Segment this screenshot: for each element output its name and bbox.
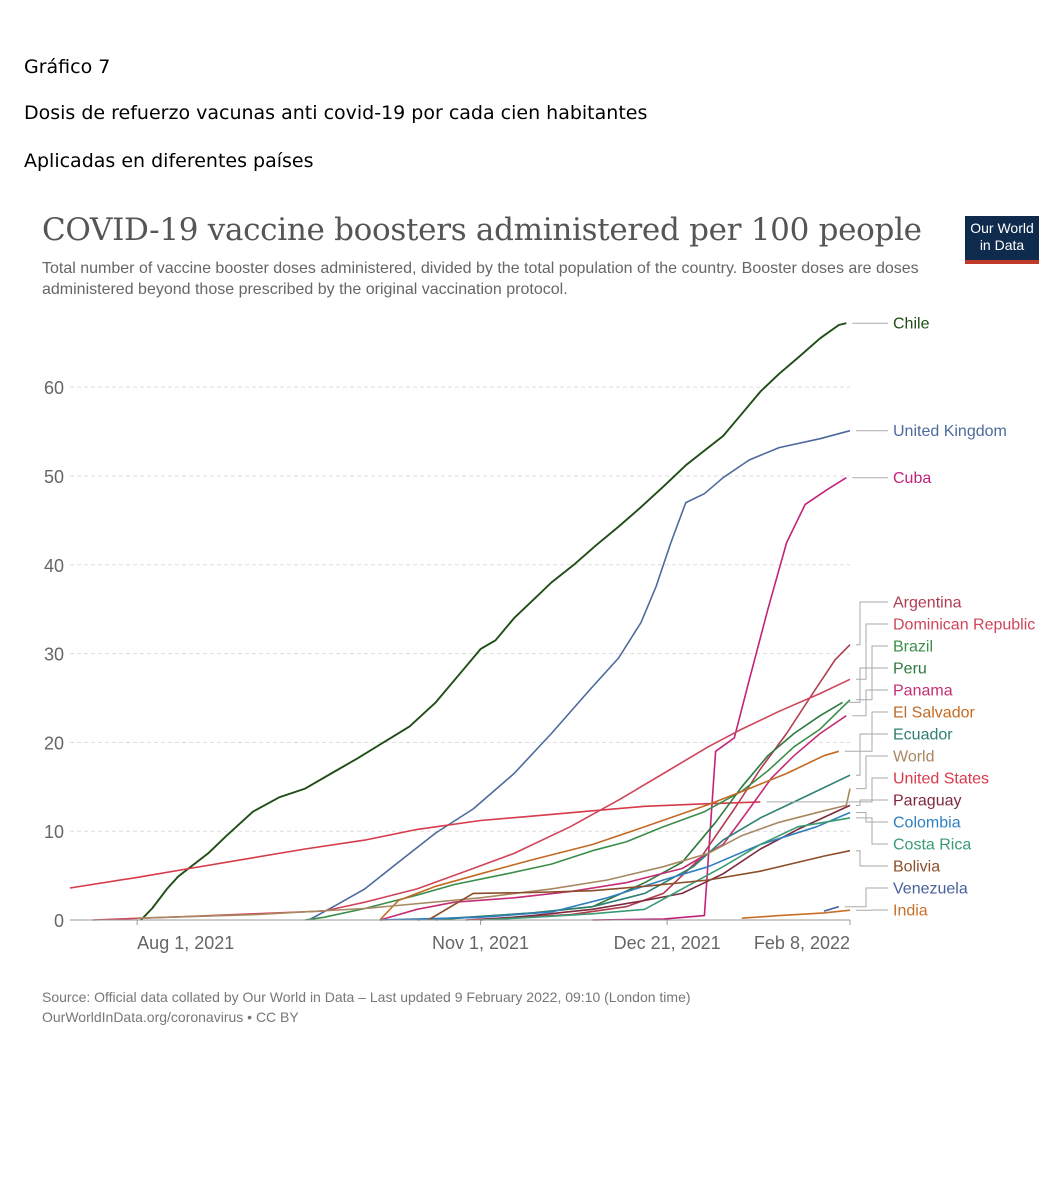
series-line-world[interactable] (137, 788, 851, 919)
series-line-cuba[interactable] (592, 477, 847, 921)
document-heading: Gráfico 7 (24, 56, 111, 78)
owid-logo[interactable]: Our World in Data (965, 216, 1039, 264)
legend-label-united-kingdom[interactable]: United Kingdom (893, 423, 1007, 440)
legend-leader-line (856, 755, 888, 790)
series-line-india[interactable] (741, 909, 851, 919)
y-tick-label: 40 (44, 556, 64, 576)
legend-leader-line (856, 733, 888, 776)
legend-label-cuba[interactable]: Cuba (893, 470, 931, 487)
series-line-brazil[interactable] (304, 699, 851, 921)
document-subtitle-secondary: Aplicadas en diferentes países (24, 150, 314, 172)
legend-leader-line (844, 711, 888, 752)
legend-leader-line (856, 623, 888, 680)
series-lines (69, 322, 851, 921)
x-tick-label: Feb 8, 2022 (754, 933, 850, 953)
series-line-venezuela[interactable] (823, 905, 840, 912)
legend-leader-line (766, 777, 888, 803)
series-line-el-salvador[interactable] (379, 750, 840, 921)
y-tick-label: 50 (44, 467, 64, 487)
y-tick-label: 10 (44, 822, 64, 842)
x-tick-label: Nov 1, 2021 (432, 933, 529, 953)
legend-leader-line (856, 601, 888, 646)
source-link[interactable]: OurWorldInData.org/coronavirus • CC BY (42, 1009, 299, 1025)
legend: Chile United Kingdom Cuba Argentina Dominica… (766, 316, 1035, 920)
document-subtitle: Dosis de refuerzo vacunas anti covid-19 … (24, 102, 648, 124)
series-line-colombia[interactable] (379, 811, 851, 921)
legend-label-ecuador[interactable]: Ecuador (893, 727, 953, 744)
y-tick-label: 0 (54, 911, 64, 931)
line-chart: 0 10 20 30 40 50 60 Aug 1, 2021 Nov 1, 2021 Dec 2… (44, 316, 1035, 953)
chart-title: COVID-19 vaccine boosters administered p… (42, 212, 922, 248)
series-line-dominican-republic[interactable] (92, 678, 851, 921)
legend-label-colombia[interactable]: Colombia (893, 815, 961, 832)
legend-label-dominican-republic[interactable]: Dominican Republic (893, 617, 1035, 634)
series-line-bolivia[interactable] (427, 849, 851, 921)
logo-line-2: in Data (979, 237, 1025, 253)
series-line-chile[interactable] (140, 322, 847, 921)
legend-label-bolivia[interactable]: Bolivia (893, 859, 940, 876)
series-line-argentina[interactable] (465, 644, 851, 921)
legend-leader-line (856, 812, 888, 823)
series-line-panama[interactable] (379, 715, 847, 921)
legend-label-chile[interactable]: Chile (893, 316, 930, 333)
legend-label-el-salvador[interactable]: El Salvador (893, 705, 975, 722)
series-line-costa-rica[interactable] (480, 817, 851, 921)
y-tick-label: 30 (44, 645, 64, 665)
legend-label-panama[interactable]: Panama (893, 683, 953, 700)
legend-label-paraguay[interactable]: Paraguay (893, 793, 962, 810)
legend-leader-line (852, 689, 888, 717)
legend-leader-line (856, 799, 888, 806)
gridlines (70, 386, 850, 832)
legend-leader-line (844, 887, 888, 908)
legend-leader-line (848, 667, 888, 703)
x-tick-label: Dec 21, 2021 (614, 933, 721, 953)
legend-leader-line (856, 645, 888, 701)
legend-label-world[interactable]: World (893, 749, 935, 766)
y-tick-label: 60 (44, 378, 64, 398)
legend-label-united-states[interactable]: United States (893, 771, 989, 788)
logo-line-1: Our World (970, 220, 1034, 236)
source-text: Source: Official data collated by Our Wo… (42, 989, 691, 1005)
legend-leader-line (856, 817, 888, 845)
legend-label-venezuela[interactable]: Venezuela (893, 881, 968, 898)
legend-label-peru[interactable]: Peru (893, 661, 927, 678)
series-line-united-states[interactable] (69, 801, 761, 889)
x-tick-label: Aug 1, 2021 (137, 933, 234, 953)
legend-label-brazil[interactable]: Brazil (893, 639, 933, 656)
axes: 0 10 20 30 40 50 60 Aug 1, 2021 Nov 1, 2021 Dec 2… (44, 378, 851, 953)
chart-subtitle: Total number of vaccine booster doses ad… (42, 260, 919, 298)
series-line-united-kingdom[interactable] (308, 429, 851, 921)
legend-leader-line (856, 850, 888, 867)
chart-source: Source: Official data collated by Our Wo… (42, 987, 691, 1027)
legend-label-argentina[interactable]: Argentina (893, 595, 962, 612)
legend-label-india[interactable]: India (893, 903, 928, 920)
y-tick-label: 20 (44, 733, 64, 753)
legend-label-costa-rica[interactable]: Costa Rica (893, 837, 971, 854)
